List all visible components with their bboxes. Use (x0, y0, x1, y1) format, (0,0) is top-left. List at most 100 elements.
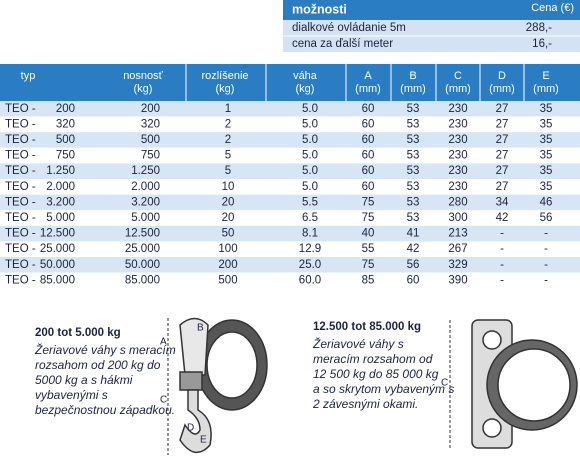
table-cell: 27 (496, 103, 509, 115)
product-text: 5000 kg a s hákmi (35, 373, 133, 387)
table-cell: 35 (540, 134, 553, 146)
product-text: a so skrytom vybaveným s (313, 382, 454, 396)
table-cell: 213 (448, 228, 467, 240)
table-cell: 53 (407, 196, 420, 208)
table-cell: 35 (540, 165, 553, 177)
table-cell: TEO - (5, 118, 36, 130)
table-cell: - (500, 228, 504, 240)
column-header: E (542, 70, 549, 82)
table-cell: 42 (407, 243, 420, 255)
table-cell: 5.0 (302, 118, 318, 130)
table-cell: 8.1 (302, 228, 318, 240)
table-cell: 3.200 (46, 196, 75, 208)
table-cell: 6.5 (302, 212, 318, 224)
table-cell: 50.000 (125, 259, 160, 271)
table-cell: 53 (407, 150, 420, 162)
table-cell: 75 (362, 196, 375, 208)
table-cell: TEO - (5, 259, 36, 271)
eye-scale-drawing (449, 319, 578, 449)
row-bg (0, 241, 580, 257)
row-bg (0, 179, 580, 195)
dimension-label: E (200, 435, 207, 446)
table-cell: 53 (407, 165, 420, 177)
table-cell: 500 (56, 134, 75, 146)
table-cell: 5.000 (46, 212, 75, 224)
table-cell: 500 (218, 274, 237, 286)
row-bg (0, 257, 580, 273)
column-header: nosnosť (123, 70, 163, 82)
options-price-header: Cena (€) (531, 2, 574, 14)
options-header-bg (283, 0, 580, 20)
option-price: 288,- (526, 22, 552, 34)
table-cell: 53 (407, 118, 420, 130)
table-cell: 100 (218, 243, 237, 255)
dimension-label: C (160, 395, 167, 406)
table-cell: TEO - (5, 165, 36, 177)
dimension-label: C (441, 378, 448, 389)
table-cell: 20 (222, 212, 235, 224)
table-cell: 200 (141, 103, 160, 115)
row-bg (0, 163, 580, 179)
row-bg (0, 272, 580, 289)
table-cell: 85.000 (40, 274, 75, 286)
column-header: (kg) (296, 83, 315, 95)
row-bg (0, 210, 580, 226)
table-cell: 320 (56, 118, 75, 130)
table-cell: 390 (448, 274, 467, 286)
table-cell: 27 (496, 150, 509, 162)
table-cell: 53 (407, 134, 420, 146)
table-cell: 5.0 (302, 165, 318, 177)
column-header: A (364, 70, 372, 82)
table-cell: 12.9 (299, 243, 321, 255)
table-cell: 40 (362, 228, 375, 240)
table-cell: 3.200 (131, 196, 160, 208)
row-bg (0, 147, 580, 164)
table-cell: TEO - (5, 196, 36, 208)
table-cell: 34 (496, 196, 509, 208)
table-cell: 35 (540, 103, 553, 115)
table-cell: 53 (407, 181, 420, 193)
table-cell: 60 (362, 103, 375, 115)
table-cell: 53 (407, 103, 420, 115)
table-cell: 60.0 (299, 274, 321, 286)
table-cell: 27 (496, 118, 509, 130)
table-cell: 12.500 (125, 228, 160, 240)
table-cell: 5 (225, 150, 231, 162)
table-cell: 200 (56, 103, 75, 115)
table-cell: - (544, 274, 548, 286)
table-cell: 60 (362, 134, 375, 146)
table-cell: 2.000 (131, 181, 160, 193)
table-cell: TEO - (5, 150, 36, 162)
product-text: 2 závesnými okami. (312, 397, 418, 411)
table-cell: - (544, 243, 548, 255)
table-cell: 230 (448, 150, 467, 162)
header-bg (0, 64, 580, 101)
column-header: (mm) (400, 83, 426, 95)
product-text: Žeriavové váhy s (312, 336, 404, 351)
table-cell: 75 (362, 212, 375, 224)
table-cell: - (500, 274, 504, 286)
hook-scale-drawing (167, 317, 268, 455)
table-cell: - (500, 243, 504, 255)
product-title: 200 tot 5.000 kg (35, 327, 121, 339)
table-cell: 20 (222, 196, 235, 208)
product-text: bezpečnostnou západkou. (35, 403, 175, 417)
table-cell: 750 (141, 150, 160, 162)
dimension-label: B (197, 323, 204, 334)
table-cell: 1.250 (46, 165, 75, 177)
table-cell: 2 (225, 118, 231, 130)
table-cell: 56 (407, 259, 420, 271)
table-cell: TEO - (5, 212, 36, 224)
table-cell: 2.000 (46, 181, 75, 193)
table-cell: 53 (407, 212, 420, 224)
table-cell: 25.000 (125, 243, 160, 255)
table-cell: 10 (222, 181, 235, 193)
table-cell: 55 (362, 243, 375, 255)
table-cell: 27 (496, 134, 509, 146)
column-header: (mm) (355, 83, 381, 95)
table-cell: - (500, 259, 504, 271)
table-cell: 230 (448, 134, 467, 146)
table-cell: 85.000 (125, 274, 160, 286)
table-cell: 230 (448, 103, 467, 115)
